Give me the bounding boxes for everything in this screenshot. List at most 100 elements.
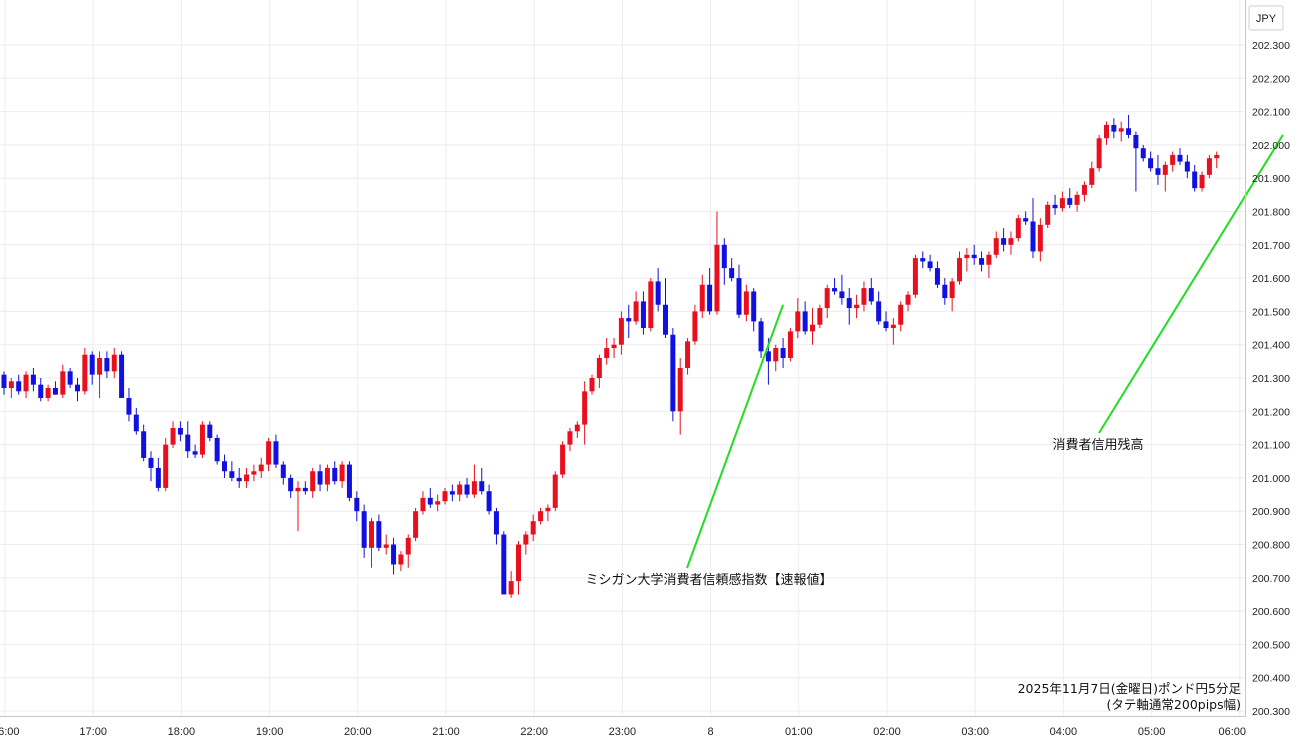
candle (743, 284, 749, 322)
candle (244, 467, 250, 488)
candle (574, 421, 580, 438)
candle-body (1081, 184, 1087, 195)
candle (538, 507, 544, 525)
candle (942, 278, 948, 305)
candle-body (890, 324, 896, 329)
candle (670, 328, 676, 422)
candle-body (185, 434, 191, 452)
candle-body (640, 301, 646, 329)
candle-body (552, 474, 558, 508)
candle (1001, 228, 1007, 252)
candle-body (773, 348, 779, 362)
candle (692, 304, 698, 345)
candle (199, 421, 205, 458)
price-tick-label: 201.500 (1252, 306, 1290, 318)
candle (97, 351, 103, 398)
candle (560, 441, 566, 478)
candle-body (192, 451, 198, 455)
candle-body (155, 467, 161, 488)
candle-body (207, 424, 213, 438)
candle (1192, 164, 1198, 192)
candle (38, 378, 44, 402)
price-tick-label: 201.000 (1252, 473, 1290, 485)
candle-body (280, 464, 286, 478)
candle (832, 278, 838, 295)
candle-body (479, 481, 485, 492)
candle (383, 534, 389, 555)
candle-body (442, 491, 448, 502)
candle-body (126, 397, 132, 415)
candle (75, 378, 80, 402)
price-tick-label: 201.300 (1252, 373, 1290, 385)
price-tick-label: 202.100 (1252, 107, 1290, 119)
candle (361, 504, 367, 558)
candle-body (222, 461, 227, 472)
candle (442, 487, 448, 505)
candle-body (199, 424, 205, 455)
candle-body (310, 471, 316, 492)
candle (464, 477, 470, 498)
candle (119, 351, 125, 398)
candle (890, 318, 896, 345)
candle (729, 258, 735, 282)
candle-body (1184, 161, 1190, 172)
candle-body (905, 294, 911, 305)
candle (185, 421, 191, 458)
candle-body (45, 387, 51, 398)
candle (1089, 161, 1095, 189)
candle (596, 354, 602, 388)
time-tick-label: 02:00 (873, 726, 901, 738)
candle (971, 244, 977, 265)
candle (354, 491, 360, 522)
candle-body (1126, 128, 1132, 135)
price-tick-label: 200.600 (1252, 606, 1290, 618)
candle-body (538, 511, 544, 522)
candle-body (824, 288, 830, 309)
candle-body (604, 348, 610, 359)
candle-body (1001, 238, 1007, 245)
candle (986, 251, 992, 279)
candle-body (332, 467, 338, 482)
candle-body (795, 311, 801, 332)
candle (258, 457, 264, 478)
candle-body (471, 481, 477, 495)
price-tick-label: 200.900 (1252, 506, 1290, 518)
candle (413, 507, 419, 542)
price-tick-label: 201.200 (1252, 406, 1290, 418)
candle-body (486, 491, 492, 512)
candle-body (258, 464, 264, 472)
candle (795, 298, 801, 339)
candle-body (427, 497, 433, 505)
candle-body (1037, 224, 1043, 252)
candle-body (920, 258, 926, 262)
price-tick-label: 202.000 (1252, 140, 1290, 152)
candle-body (971, 254, 977, 259)
candle (905, 291, 911, 312)
candle-body (949, 281, 955, 299)
candle (523, 531, 529, 555)
candle-body (464, 484, 470, 495)
candle-body (288, 477, 294, 492)
candle (148, 451, 154, 482)
candle-body (729, 268, 735, 279)
candle-body (516, 544, 521, 582)
candle (780, 338, 786, 369)
candle-body (8, 381, 14, 388)
candle (111, 348, 117, 378)
candle (155, 457, 161, 492)
candle-body (273, 441, 279, 465)
candle (685, 338, 691, 375)
candle (449, 484, 455, 502)
candle-body (1140, 148, 1146, 159)
candle-body (1133, 134, 1139, 149)
price-tick-label: 200.500 (1252, 639, 1290, 651)
candle (1111, 118, 1117, 139)
candle-body (75, 384, 80, 392)
candle (30, 368, 36, 392)
candle (868, 278, 874, 305)
candle-body (692, 311, 698, 342)
candle (567, 427, 573, 452)
candle (604, 338, 610, 365)
price-tick-label: 201.600 (1252, 273, 1290, 285)
candle (934, 261, 940, 289)
